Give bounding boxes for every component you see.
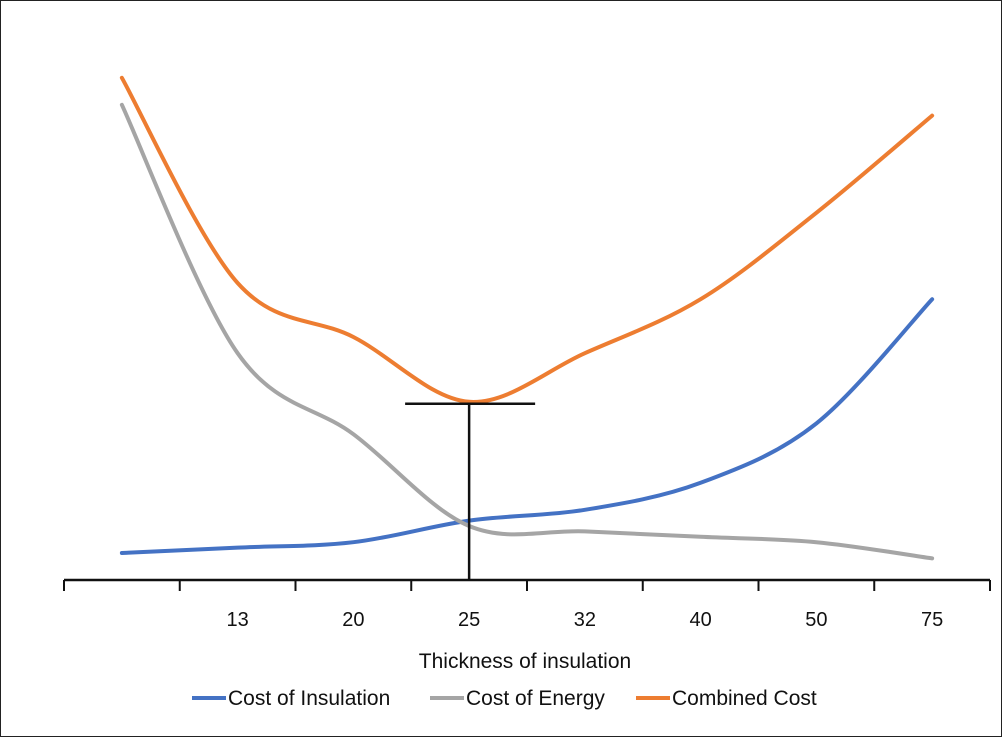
x-tick-label: 20 bbox=[342, 609, 364, 631]
x-tick-label: 25 bbox=[458, 609, 480, 631]
x-tick-label: 50 bbox=[805, 609, 827, 631]
legend-label: Cost of Insulation bbox=[228, 687, 390, 710]
legend-label: Cost of Energy bbox=[466, 687, 605, 710]
legend-label: Combined Cost bbox=[672, 687, 817, 710]
x-tick-label: 32 bbox=[574, 609, 596, 631]
x-ticks bbox=[63, 580, 991, 591]
minimum-marker bbox=[405, 402, 536, 580]
series-line-combined-cost bbox=[119, 75, 935, 404]
x-tick-label: 75 bbox=[921, 609, 943, 631]
legend: Cost of Insulation Cost of Energy Combined… bbox=[192, 687, 817, 710]
x-axis-title: Thickness of insulation bbox=[419, 650, 631, 673]
x-tick-label: 13 bbox=[227, 609, 249, 631]
series-layer bbox=[119, 75, 935, 561]
x-tick-label: 40 bbox=[690, 609, 712, 631]
x-tick-labels: 13 20 25 32 40 50 75 bbox=[227, 609, 944, 631]
series-line-cost-of-energy bbox=[119, 102, 935, 561]
series-line-cost-of-insulation bbox=[119, 297, 935, 555]
